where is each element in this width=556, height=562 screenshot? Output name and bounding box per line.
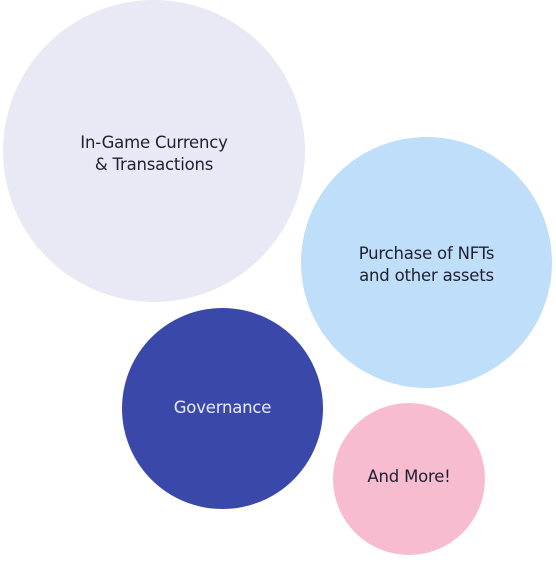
bubble-label-and-more: And More!	[367, 467, 451, 486]
bubble-and-more: And More!	[333, 403, 485, 555]
bubble-governance: Governance	[122, 308, 323, 509]
bubble-in-game-currency: In-Game Currency & Transactions	[3, 0, 305, 302]
bubble-label-in-game-currency: In-Game Currency & Transactions	[80, 133, 228, 174]
bubble-purchase-of-nfts: Purchase of NFTs and other assets	[301, 137, 552, 388]
bubble-label-governance: Governance	[173, 397, 272, 417]
bubble-label-purchase-of-nfts: Purchase of NFTs and other assets	[358, 243, 495, 285]
